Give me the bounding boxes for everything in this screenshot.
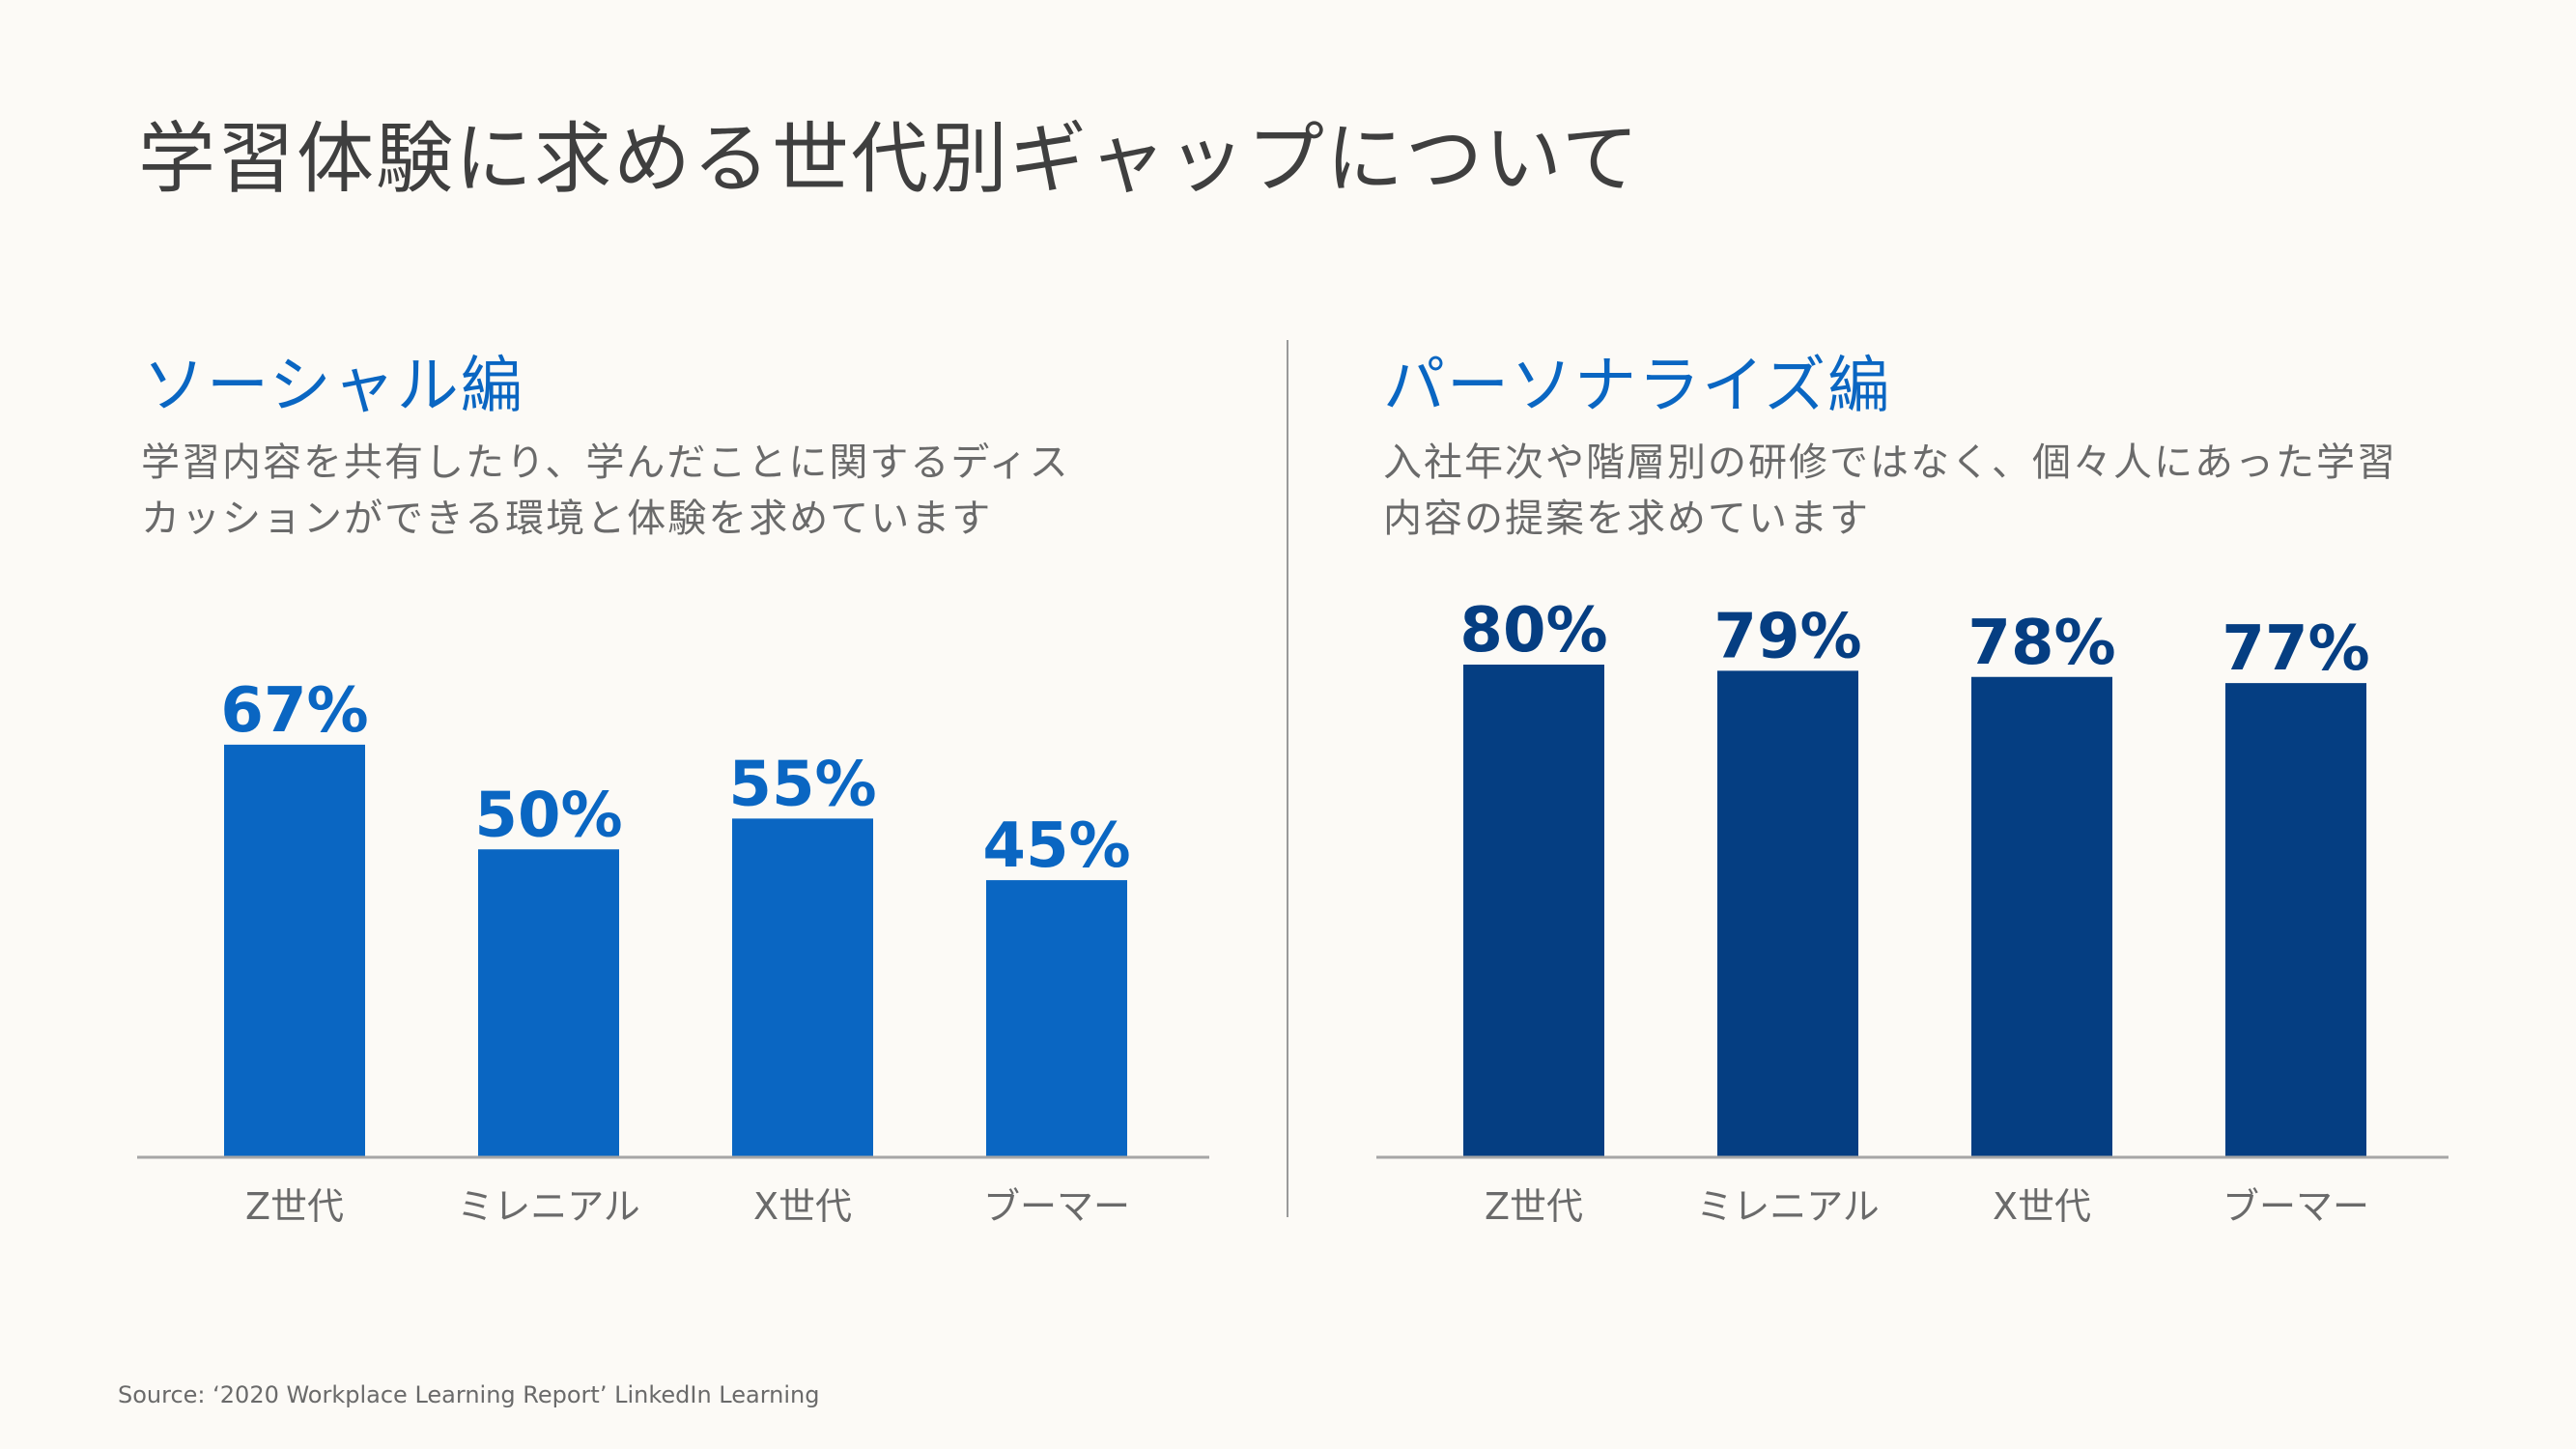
social-chart-svg: 67% Z世代 50% ミレニアル 55% X世代 45% ブーマー <box>137 675 1209 1228</box>
social-bar-2 <box>478 849 619 1157</box>
section-divider <box>1287 340 1288 1217</box>
social-category-label-2: ミレニアル <box>457 1185 640 1228</box>
social-value-label-4: 45% <box>982 810 1130 882</box>
personal-bar-4 <box>2225 683 2366 1157</box>
social-bar-4 <box>986 880 1127 1157</box>
social-description-line-1: 学習内容を共有したり、学んだことに関するディス <box>141 440 1070 485</box>
personal-bar-2 <box>1717 670 1858 1157</box>
social-bar-3 <box>732 818 873 1157</box>
social-section-title: ソーシャル編 <box>143 351 524 422</box>
social-description: 学習内容を共有したり、学んだことに関するディス カッションができる環境と体験を求… <box>141 435 1184 547</box>
personal-value-label-1: 80% <box>1459 595 1607 667</box>
personal-category-label-4: ブーマー <box>2222 1185 2369 1228</box>
social-value-label-2: 50% <box>474 780 622 851</box>
personal-bar-3 <box>1971 676 2112 1157</box>
personal-value-label-2: 79% <box>1713 601 1861 672</box>
social-category-label-3: X世代 <box>753 1185 852 1228</box>
personal-value-label-4: 77% <box>2222 613 2369 685</box>
social-value-label-1: 67% <box>220 675 368 747</box>
social-description-line-2: カッションができる環境と体験を求めています <box>141 497 993 541</box>
personal-bar-1 <box>1463 665 1604 1157</box>
personal-category-label-2: ミレニアル <box>1696 1185 1880 1228</box>
personal-chart-svg: 80% Z世代 79% ミレニアル 78% X世代 77% ブーマー <box>1376 595 2449 1228</box>
page-title: 学習体験に求める世代別ギャップについて <box>138 114 1641 204</box>
personal-value-label-3: 78% <box>1967 608 2115 679</box>
social-bar-1 <box>224 744 365 1157</box>
social-bar-chart: 67% Z世代 50% ミレニアル 55% X世代 45% ブーマー <box>137 560 1219 1256</box>
personal-category-label-3: X世代 <box>1993 1185 2091 1228</box>
social-category-label-4: ブーマー <box>983 1185 1130 1228</box>
source-note: Source: ‘2020 Workplace Learning Report’… <box>118 1381 820 1408</box>
personal-description-line-2: 内容の提案を求めています <box>1383 497 1870 541</box>
personal-description-line-1: 入社年次や階層別の研修ではなく、個々人にあった学習 <box>1383 440 2397 485</box>
personal-section-title: パーソナライズ編 <box>1383 351 1892 422</box>
personal-bar-chart: 80% Z世代 79% ミレニアル 78% X世代 77% ブーマー <box>1376 560 2458 1256</box>
social-value-label-3: 55% <box>728 749 876 820</box>
personal-category-label-1: Z世代 <box>1485 1185 1583 1228</box>
personal-description: 入社年次や階層別の研修ではなく、個々人にあった学習 内容の提案を求めています <box>1383 435 2426 547</box>
social-category-label-1: Z世代 <box>245 1185 344 1228</box>
